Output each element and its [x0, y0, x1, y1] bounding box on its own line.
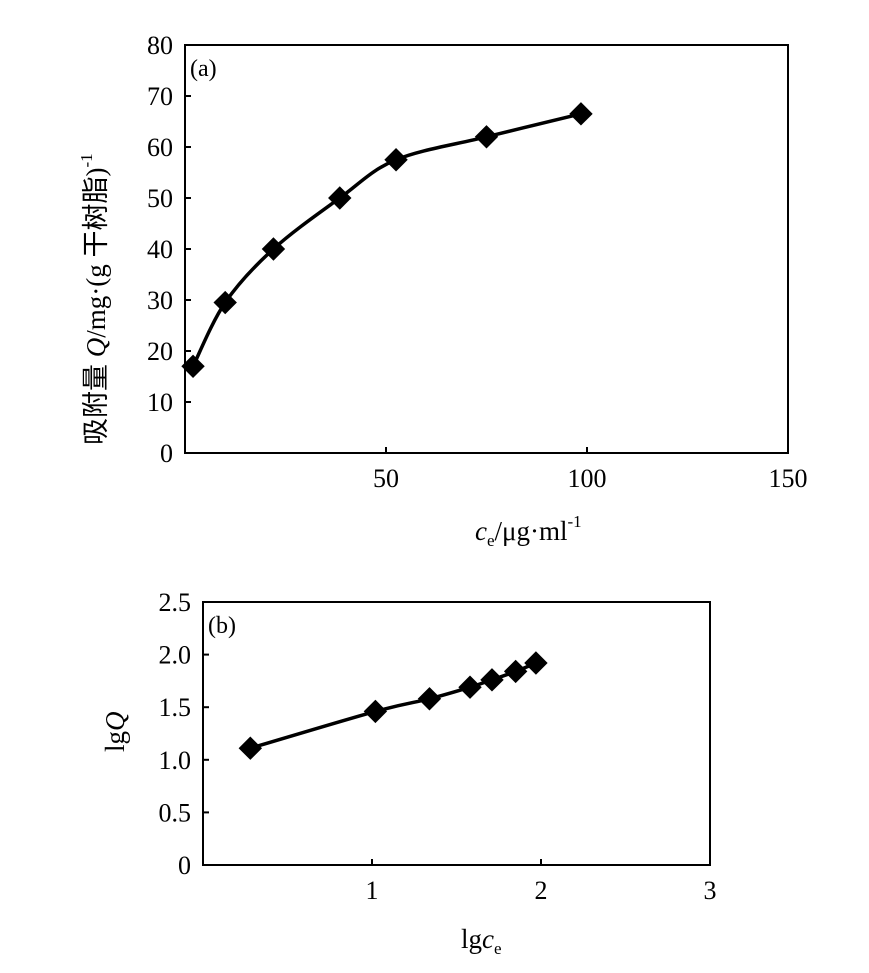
ticks-a: 0 10 20 30 40 50 60 70 80 50 100 150: [147, 31, 808, 493]
x-axis-title-b: lgce: [461, 924, 502, 958]
plot-frame-b: [202, 601, 711, 866]
data-point-marker: [213, 290, 237, 315]
series-b: [238, 651, 548, 760]
y-tick-label: 0: [178, 851, 191, 880]
y-tick-label: 80: [147, 31, 173, 60]
y-tick-label: 10: [147, 388, 173, 417]
data-point-marker: [524, 651, 548, 675]
data-point-marker: [569, 102, 593, 126]
data-point-marker: [181, 354, 205, 379]
y-tick-label: 20: [147, 337, 173, 366]
data-point-marker: [417, 687, 442, 711]
series-a: [181, 102, 593, 379]
y-tick-label: 1.5: [159, 693, 192, 722]
panel-label-a: (a): [190, 56, 217, 82]
y-tick-label: 1.0: [159, 746, 192, 775]
y-tick-label: 70: [147, 82, 173, 111]
y-axis-title-b: lgQ: [100, 711, 130, 752]
y-tick-label: 2.5: [159, 588, 192, 617]
x-tick-label: 1: [366, 876, 379, 905]
y-tick-label: 0: [160, 439, 173, 468]
ticks-b: 0 0.5 1.0 1.5 2.0 2.5 1 2 3: [159, 588, 717, 905]
x-tick-label: 3: [704, 876, 717, 905]
y-axis-title-a: 吸附量 Q/mg·(g 干树脂)-1: [77, 153, 111, 445]
data-point-marker: [384, 148, 408, 172]
series-line: [191, 112, 583, 369]
y-tick-label: 2.0: [159, 641, 192, 670]
y-tick-label: 0.5: [159, 798, 192, 827]
x-tick-label: 2: [535, 876, 548, 905]
x-tick-label: 50: [373, 464, 399, 493]
x-tick-label: 100: [568, 464, 607, 493]
data-point-marker: [261, 237, 286, 261]
data-point-marker: [503, 659, 528, 684]
chart-panel-a: (a) 0 10 20 30 40 50 60 70 80 50 100 150 ce/μg·ml-1…: [77, 31, 808, 550]
y-tick-label: 40: [147, 235, 173, 264]
chart-panel-b: (b) 0 0.5 1.0 1.5 2.0 2.5 1 2 3 lgce lgQ: [100, 588, 717, 958]
y-tick-label: 60: [147, 133, 173, 162]
data-point-marker: [363, 699, 388, 724]
data-point-marker: [238, 736, 263, 760]
y-tick-label: 30: [147, 286, 173, 315]
x-axis-title-a: ce/μg·ml-1: [475, 512, 582, 550]
y-tick-label: 50: [147, 184, 173, 213]
panel-label-b: (b): [208, 613, 236, 639]
data-point-marker: [474, 125, 499, 149]
data-point-marker: [458, 675, 482, 699]
data-point-marker: [480, 668, 504, 692]
x-tick-label: 150: [769, 464, 808, 493]
data-point-marker: [328, 186, 352, 210]
